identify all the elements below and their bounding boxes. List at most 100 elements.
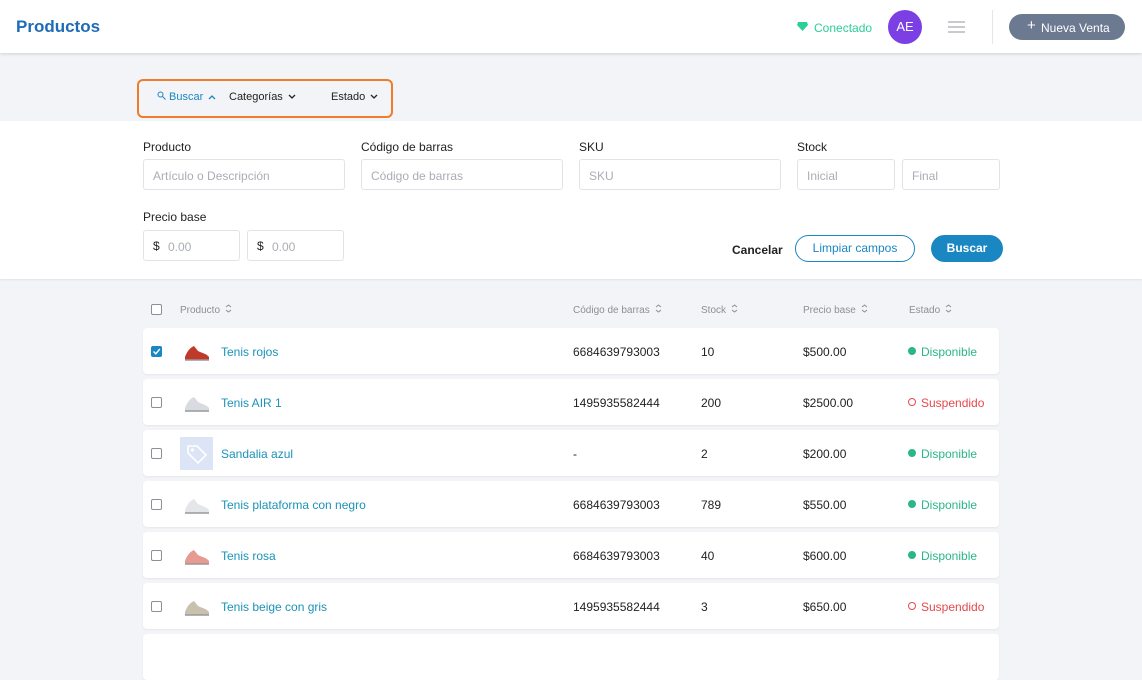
product-name[interactable]: Tenis AIR 1 [221,396,282,410]
price: $650.00 [803,600,847,614]
stock: 789 [701,498,722,512]
column-label: Stock [701,305,727,316]
field-label: Producto [143,140,192,154]
price: $2500.00 [803,396,854,410]
product-name[interactable]: Tenis plataforma con negro [221,498,366,512]
cancel-button[interactable]: Cancelar [732,243,783,257]
product-name[interactable]: Sandalia azul [221,447,294,461]
column-header[interactable]: Código de barras [573,304,662,316]
barcode: 6684639793003 [573,345,660,359]
new-sale-button[interactable]: + Nueva Venta [1009,14,1125,40]
status: Disponible [921,549,978,563]
filter-tabs: Buscar Categorías Estado [137,79,393,118]
status-dot [908,398,916,406]
column-header[interactable]: Estado [909,304,952,316]
field-label: Precio base [143,210,207,224]
row-checkbox[interactable] [151,346,162,357]
price: $550.00 [803,498,847,512]
avatar[interactable]: AE [888,10,922,44]
new-sale-label: Nueva Venta [1041,21,1110,35]
table-row[interactable]: Sandalia azul - 2 $200.00 Disponible [143,430,999,476]
check-icon [153,348,161,355]
table-row[interactable] [143,634,999,680]
row-checkbox[interactable] [151,397,162,408]
product-thumbnail [180,539,213,572]
currency-symbol: $ [257,239,264,253]
row-checkbox[interactable] [151,601,162,612]
text-input[interactable]: Artículo o Descripción [143,159,345,190]
filter-tab[interactable]: Buscar [157,91,216,103]
shoe-image [185,346,209,361]
header: Productos Conectado AE + Nueva Venta [0,0,1142,53]
currency-symbol: $ [153,239,160,253]
barcode: 1495935582444 [573,600,660,614]
column-header[interactable]: Precio base [803,304,868,316]
tab-label: Categorías [229,91,283,103]
row-checkbox[interactable] [151,448,162,459]
barcode: 1495935582444 [573,396,660,410]
status: Suspendido [921,600,985,614]
status: Disponible [921,498,978,512]
status-icon [797,22,808,31]
filter-tab[interactable]: Estado [331,91,378,103]
column-label: Precio base [803,305,856,316]
header-checkbox[interactable] [151,304,162,315]
menu-button[interactable] [948,21,965,33]
filter-tab[interactable]: Categorías [229,91,296,103]
clear-button[interactable]: Limpiar campos [795,235,915,262]
product-thumbnail [180,437,213,470]
chevron [208,95,216,100]
table-row[interactable]: Tenis AIR 1 1495935582444 200 $2500.00 Suspe… [143,379,999,425]
text-input[interactable]: Final [902,159,1000,190]
barcode: 6684639793003 [573,549,660,563]
status-dot [908,602,916,610]
input-placeholder: Artículo o Descripción [153,169,270,183]
column-header[interactable]: Stock [701,304,738,316]
table-row[interactable]: Tenis rosa 6684639793003 40 $600.00 Disponib… [143,532,999,578]
text-input[interactable]: Código de barras [361,159,563,190]
product-thumbnail [180,590,213,623]
status-dot [908,551,916,559]
page-title: Productos [16,17,101,36]
chevron [288,94,296,99]
table-row[interactable]: Tenis beige con gris 1495935582444 3 $650.0… [143,583,999,629]
column-header[interactable]: Producto [180,304,232,316]
table-row[interactable]: Tenis rojos 6684639793003 10 $500.00 Disponi… [143,328,999,374]
price: $500.00 [803,345,847,359]
status-dot [908,500,916,508]
product-thumbnail [180,488,213,521]
table-row[interactable]: Tenis plataforma con negro 6684639793003 7… [143,481,999,527]
price: $600.00 [803,549,847,563]
row-checkbox[interactable] [151,550,162,561]
input-placeholder: Inicial [807,169,838,183]
product-name[interactable]: Tenis beige con gris [221,600,328,614]
input-placeholder: SKU [589,169,614,183]
status-dot [908,449,916,457]
sort-icon [225,304,232,313]
row-checkbox[interactable] [151,499,162,510]
field-label: Código de barras [361,140,454,154]
sort-icon [945,304,952,313]
connection-status: Conectado [814,21,873,35]
status: Disponible [921,345,978,359]
placeholder-image [180,437,213,470]
sort-icon [861,304,868,313]
price-input[interactable]: $0.00 [247,230,344,261]
price-input[interactable]: $0.00 [143,230,240,261]
text-input[interactable]: Inicial [797,159,895,190]
text-input[interactable]: SKU [579,159,781,190]
search-button[interactable]: Buscar [931,235,1003,262]
sort-icon [731,304,738,313]
shoe-image [185,397,209,412]
column-label: Estado [909,305,941,316]
shoe-image [185,499,209,514]
input-placeholder: Código de barras [371,169,464,183]
stock: 200 [701,396,722,410]
product-name[interactable]: Tenis rojos [221,345,279,359]
stock: 10 [701,345,715,359]
status-dot [908,347,916,355]
product-name[interactable]: Tenis rosa [221,549,276,563]
sort-icon [655,304,662,313]
divider [992,10,993,44]
